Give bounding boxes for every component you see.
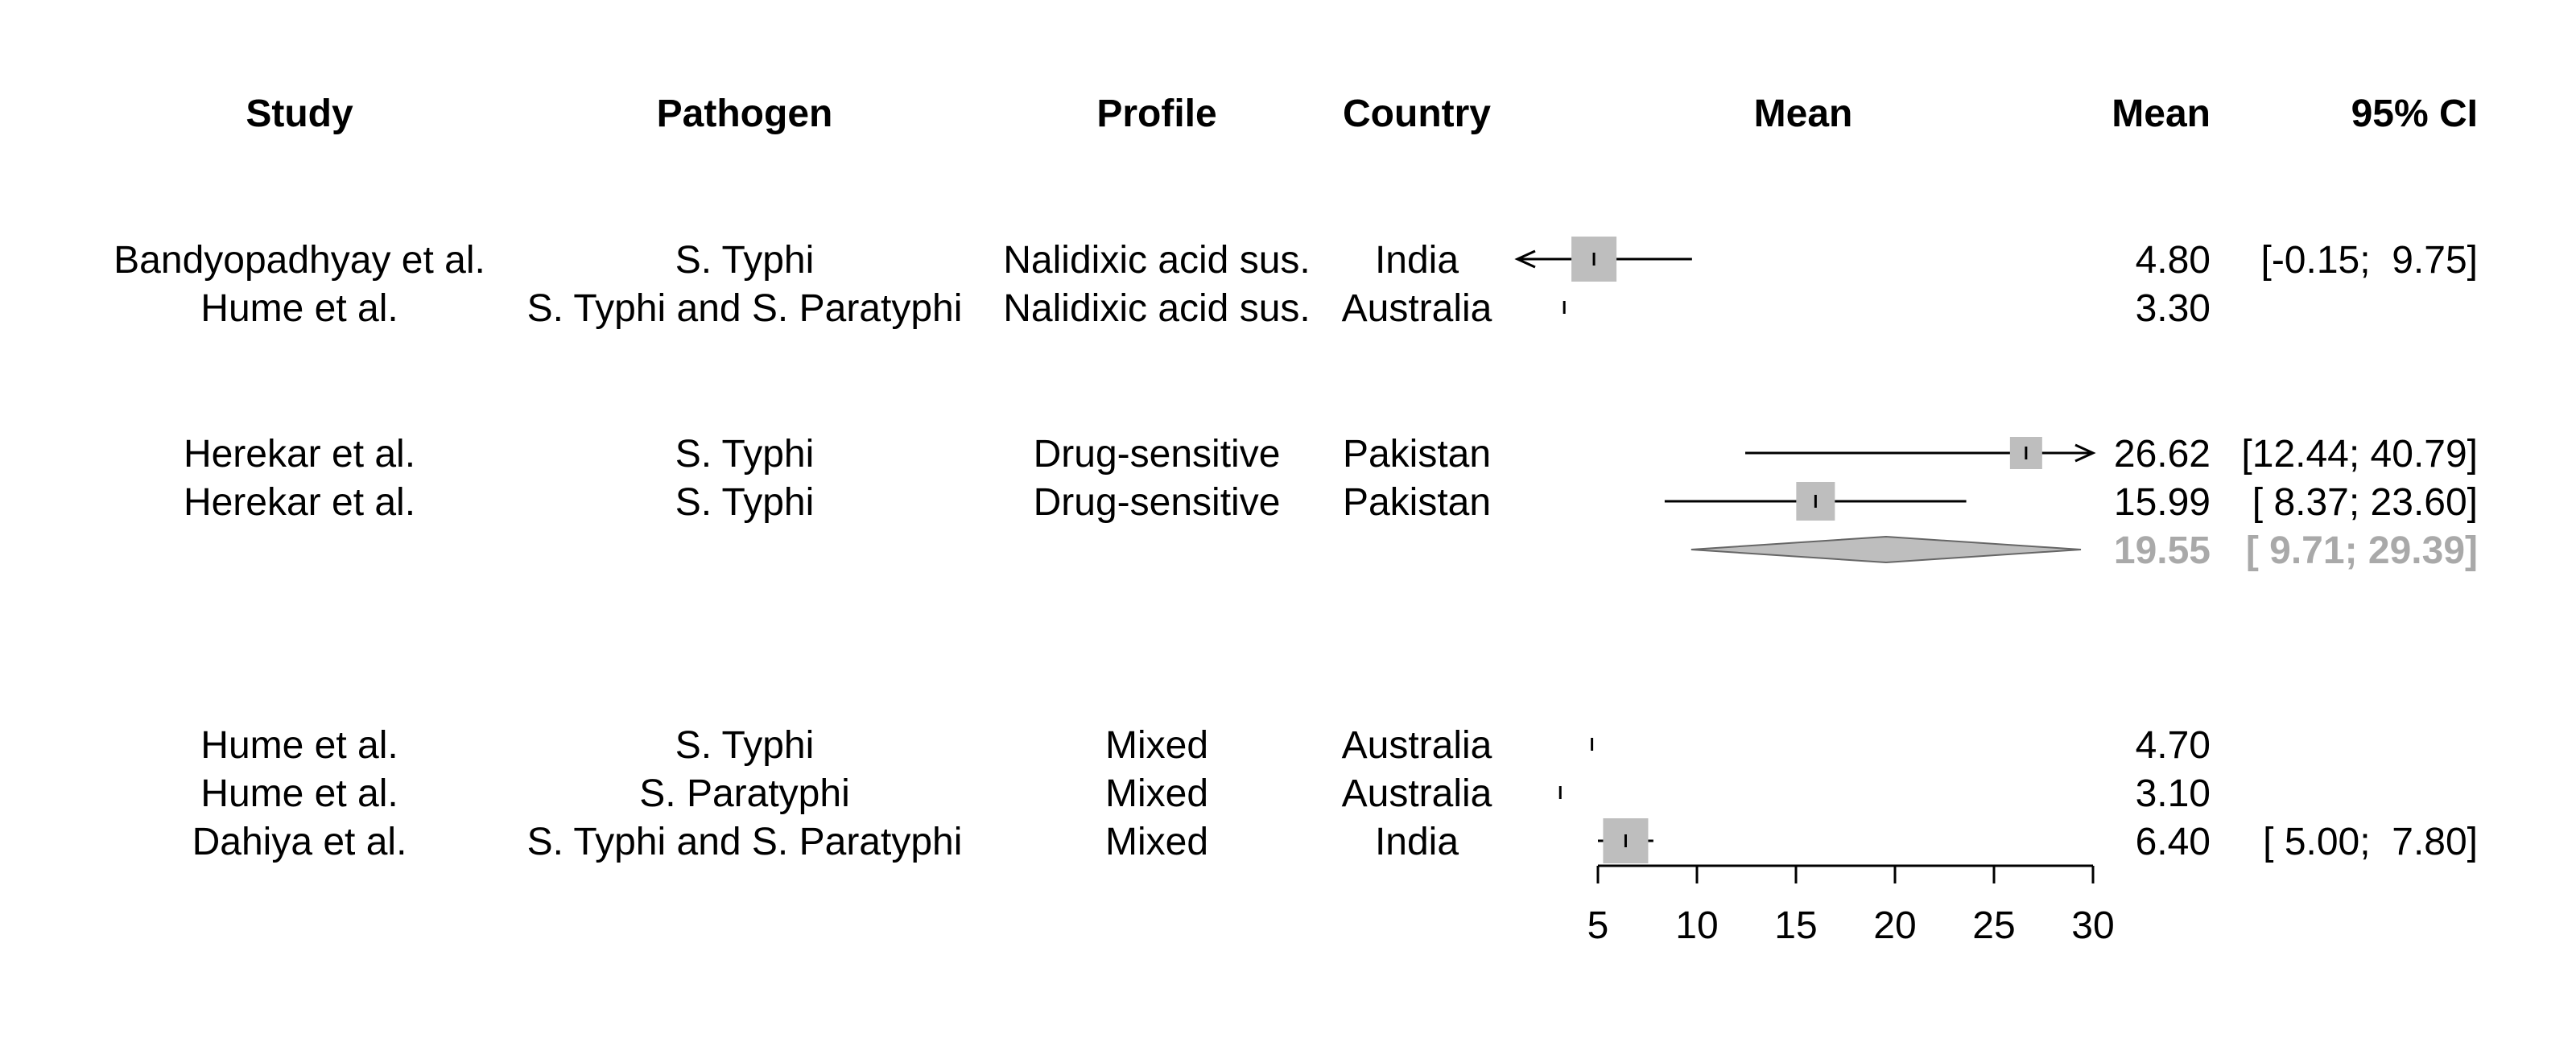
row-country: India (1374, 239, 1459, 282)
row-mean-label: 15.99 (2113, 481, 2211, 524)
row-profile: Mixed (1104, 772, 1209, 815)
x-tick-label: 15 (1774, 904, 1817, 947)
x-tick-label: 25 (1972, 904, 2015, 947)
row-profile: Mixed (1104, 821, 1209, 863)
row-profile: Drug-sensitive (1033, 481, 1281, 524)
row-mean-label: 4.70 (2135, 724, 2211, 767)
ci-arrow-left (1514, 249, 1536, 269)
row-ci-label: [ 5.00; 7.80] (2263, 821, 2478, 863)
row-study: Hume et al. (200, 724, 398, 767)
row-mean-label: 4.80 (2135, 239, 2211, 282)
row-ci-label: [ 8.37; 23.60] (2252, 481, 2478, 524)
row-profile: Nalidixic acid sus. (1003, 287, 1311, 330)
row-mean-label: 26.62 (2113, 433, 2211, 476)
row-country: Pakistan (1342, 481, 1492, 524)
row-study: Hume et al. (200, 287, 398, 330)
header-pathogen: Pathogen (656, 93, 833, 135)
row-study: Hume et al. (200, 772, 398, 815)
row-pathogen: S. Typhi (675, 724, 815, 767)
row-profile: Nalidixic acid sus. (1003, 239, 1311, 282)
row-study: Bandyopadhyay et al. (114, 239, 485, 282)
header-mean: Mean (2112, 93, 2211, 135)
row-ci-label: [12.44; 40.79] (2241, 433, 2478, 476)
ci-arrow-right (2074, 443, 2096, 463)
row-country: Australia (1341, 724, 1492, 767)
row-study: Dahiya et al. (192, 821, 407, 863)
row-pathogen: S. Typhi (675, 481, 815, 524)
x-tick-label: 30 (2071, 904, 2114, 947)
row-study: Herekar et al. (183, 433, 416, 476)
row-country: India (1374, 821, 1459, 863)
header-country: Country (1343, 93, 1491, 135)
x-tick-label: 10 (1675, 904, 1718, 947)
row-profile: Drug-sensitive (1033, 433, 1281, 476)
header-ci: 95% CI (2351, 93, 2478, 135)
row-pathogen: S. Paratyphi (639, 772, 850, 815)
row-country: Australia (1341, 287, 1492, 330)
row-country: Australia (1341, 772, 1492, 815)
row-pathogen: S. Typhi (675, 433, 815, 476)
row-pathogen: S. Typhi (675, 239, 815, 282)
summary-mean-label: 19.55 (2113, 529, 2211, 572)
x-tick-label: 20 (1873, 904, 1916, 947)
x-tick-label: 5 (1587, 904, 1609, 947)
header-profile: Profile (1096, 93, 1217, 135)
summary-diamond (1690, 535, 2082, 564)
row-profile: Mixed (1104, 724, 1209, 767)
header-study: Study (246, 93, 353, 135)
row-study: Herekar et al. (183, 481, 416, 524)
row-ci-label: [-0.15; 9.75] (2260, 239, 2478, 282)
summary-ci-label: [ 9.71; 29.39] (2245, 529, 2478, 572)
row-country: Pakistan (1342, 433, 1492, 476)
row-pathogen: S. Typhi and S. Paratyphi (526, 287, 963, 330)
header-plot: Mean (1753, 93, 1853, 135)
row-mean-label: 6.40 (2135, 821, 2211, 863)
row-mean-label: 3.30 (2135, 287, 2211, 330)
row-pathogen: S. Typhi and S. Paratyphi (526, 821, 963, 863)
row-mean-label: 3.10 (2135, 772, 2211, 815)
